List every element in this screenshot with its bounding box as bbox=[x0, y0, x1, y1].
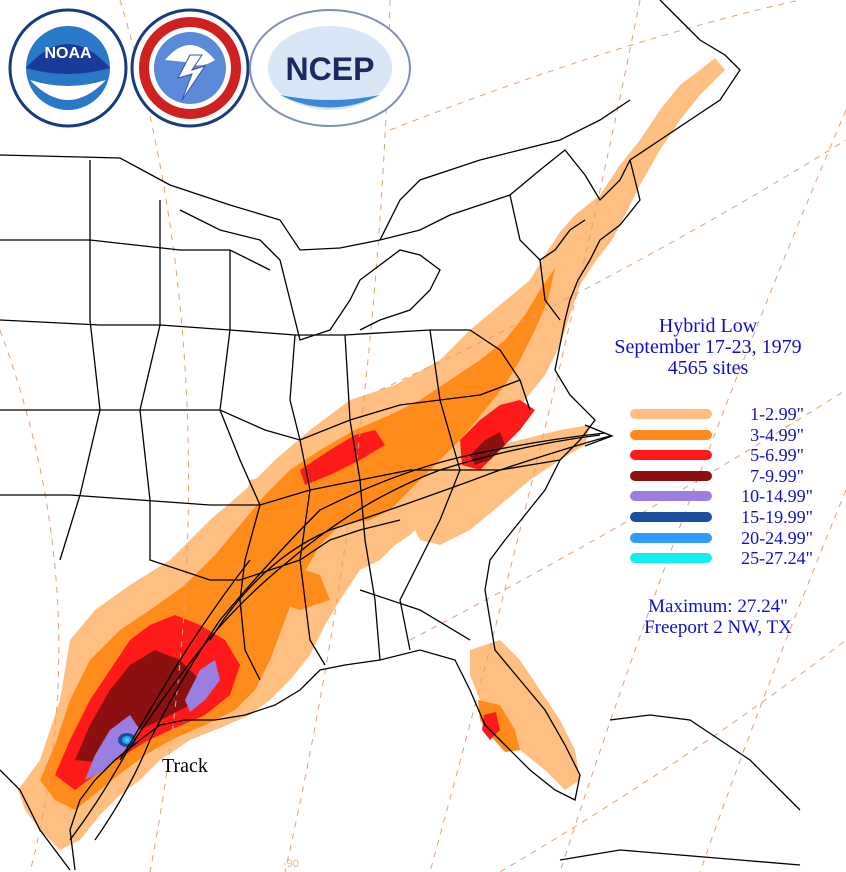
legend-swatch bbox=[630, 409, 712, 419]
noaa-logo: NOAA bbox=[8, 8, 128, 128]
track-line-1 bbox=[69, 434, 601, 841]
legend-swatch bbox=[630, 491, 712, 502]
legend-label: 7-9.99" bbox=[750, 465, 804, 486]
maximum-info: Maximum: 27.24" Freeport 2 NW, TX bbox=[600, 596, 836, 638]
storm-track bbox=[69, 424, 614, 841]
legend-label: 20-24.99" bbox=[741, 527, 813, 548]
legend-swatch bbox=[630, 429, 712, 440]
meridian-2 bbox=[119, 0, 190, 872]
track-line-2 bbox=[94, 432, 606, 841]
meridian-6 bbox=[699, 489, 846, 872]
meridian-4 bbox=[429, 0, 641, 872]
ncep-logo-text: NCEP bbox=[286, 51, 375, 87]
border-row-3 bbox=[0, 379, 521, 441]
legend-item: 25-27.24" bbox=[626, 548, 836, 569]
border-col-7 bbox=[469, 329, 531, 411]
parallel-4 bbox=[499, 639, 846, 872]
title-line-3: 4565 sites bbox=[667, 357, 749, 379]
border-col-2 bbox=[139, 200, 161, 501]
rainfall-shading bbox=[18, 58, 725, 850]
rain-band-25-27 bbox=[125, 738, 129, 742]
rain-band-se bbox=[400, 425, 590, 545]
border-mexico bbox=[0, 769, 71, 871]
border-atlantic-coast bbox=[69, 159, 641, 871]
border-canada-north bbox=[379, 99, 631, 241]
border-lakes-region bbox=[179, 209, 441, 341]
border-row-1 bbox=[0, 239, 271, 271]
state-borders bbox=[0, 0, 801, 871]
legend-label: 5-6.99" bbox=[750, 445, 804, 466]
noaa-logo-text: NOAA bbox=[44, 45, 92, 62]
rain-band-10-15-la bbox=[185, 660, 220, 712]
legend-item: 3-4.99" bbox=[626, 425, 836, 446]
parallel-1 bbox=[389, 0, 801, 131]
legend-swatch bbox=[630, 450, 712, 461]
legend-item: 5-6.99" bbox=[626, 445, 836, 466]
rain-band-florida bbox=[470, 640, 580, 790]
rain-band-3-5-ms bbox=[255, 560, 330, 610]
ncep-logo: NCEP bbox=[249, 9, 411, 127]
legend-label: 3-4.99" bbox=[750, 424, 804, 445]
maximum-location: Freeport 2 NW, TX bbox=[644, 617, 792, 638]
border-ne-1 bbox=[509, 194, 586, 261]
rain-band-7-10-va bbox=[470, 432, 505, 465]
border-col-1 bbox=[59, 160, 101, 561]
meridian-5 bbox=[559, 109, 846, 872]
track-line-3 bbox=[119, 559, 251, 761]
border-row-2 bbox=[0, 319, 470, 336]
track-arrow bbox=[584, 424, 614, 447]
rain-band-5-7-fl bbox=[482, 712, 500, 740]
border-cuba bbox=[559, 849, 801, 866]
rain-band-10-15 bbox=[85, 715, 140, 780]
track-line-4 bbox=[209, 435, 611, 641]
meridian-1 bbox=[0, 329, 60, 872]
border-maritimes bbox=[629, 0, 741, 161]
legend: 1-2.99" 3-4.99" 5-6.99" 7-9.99" 10-14.99" 15-… bbox=[626, 404, 836, 569]
legend-swatch bbox=[630, 532, 712, 543]
legend-swatch bbox=[630, 511, 712, 522]
legend-swatch bbox=[630, 470, 712, 481]
legend-label: 25-27.24" bbox=[741, 548, 813, 569]
border-ne-2 bbox=[539, 259, 561, 321]
legend-item: 1-2.99" bbox=[626, 404, 836, 425]
border-col-5 bbox=[344, 334, 381, 661]
legend-item: 10-14.99" bbox=[626, 486, 836, 507]
legend-swatch bbox=[630, 553, 712, 564]
maximum-value: Maximum: 27.24" bbox=[648, 596, 788, 617]
legend-item: 15-19.99" bbox=[626, 507, 836, 528]
legend-label: 1-2.99" bbox=[750, 404, 804, 424]
border-row-5 bbox=[149, 500, 401, 581]
border-canada-us bbox=[0, 149, 631, 251]
legend-label: 15-19.99" bbox=[741, 506, 813, 527]
rain-band-5-7-ky bbox=[300, 430, 385, 485]
legend-item: 20-24.99" bbox=[626, 528, 836, 549]
border-caribbean bbox=[609, 714, 801, 811]
border-col-3 bbox=[219, 250, 261, 681]
title-line-2: September 17-23, 1979 bbox=[614, 336, 802, 358]
title-line-1: Hybrid Low bbox=[658, 315, 758, 337]
map-title: Hybrid Low September 17-23, 1979 4565 si… bbox=[590, 316, 826, 379]
border-ga-fl bbox=[359, 589, 471, 641]
longitude-label: -90 bbox=[283, 858, 299, 870]
border-col-6 bbox=[399, 329, 461, 651]
nws-logo bbox=[130, 8, 250, 128]
border-col-4 bbox=[289, 334, 326, 666]
track-label: Track bbox=[162, 755, 208, 777]
legend-label: 10-14.99" bbox=[741, 486, 813, 507]
meridian-3 bbox=[284, 0, 391, 872]
legend-item: 7-9.99" bbox=[626, 466, 836, 487]
parallel-2 bbox=[379, 139, 846, 391]
